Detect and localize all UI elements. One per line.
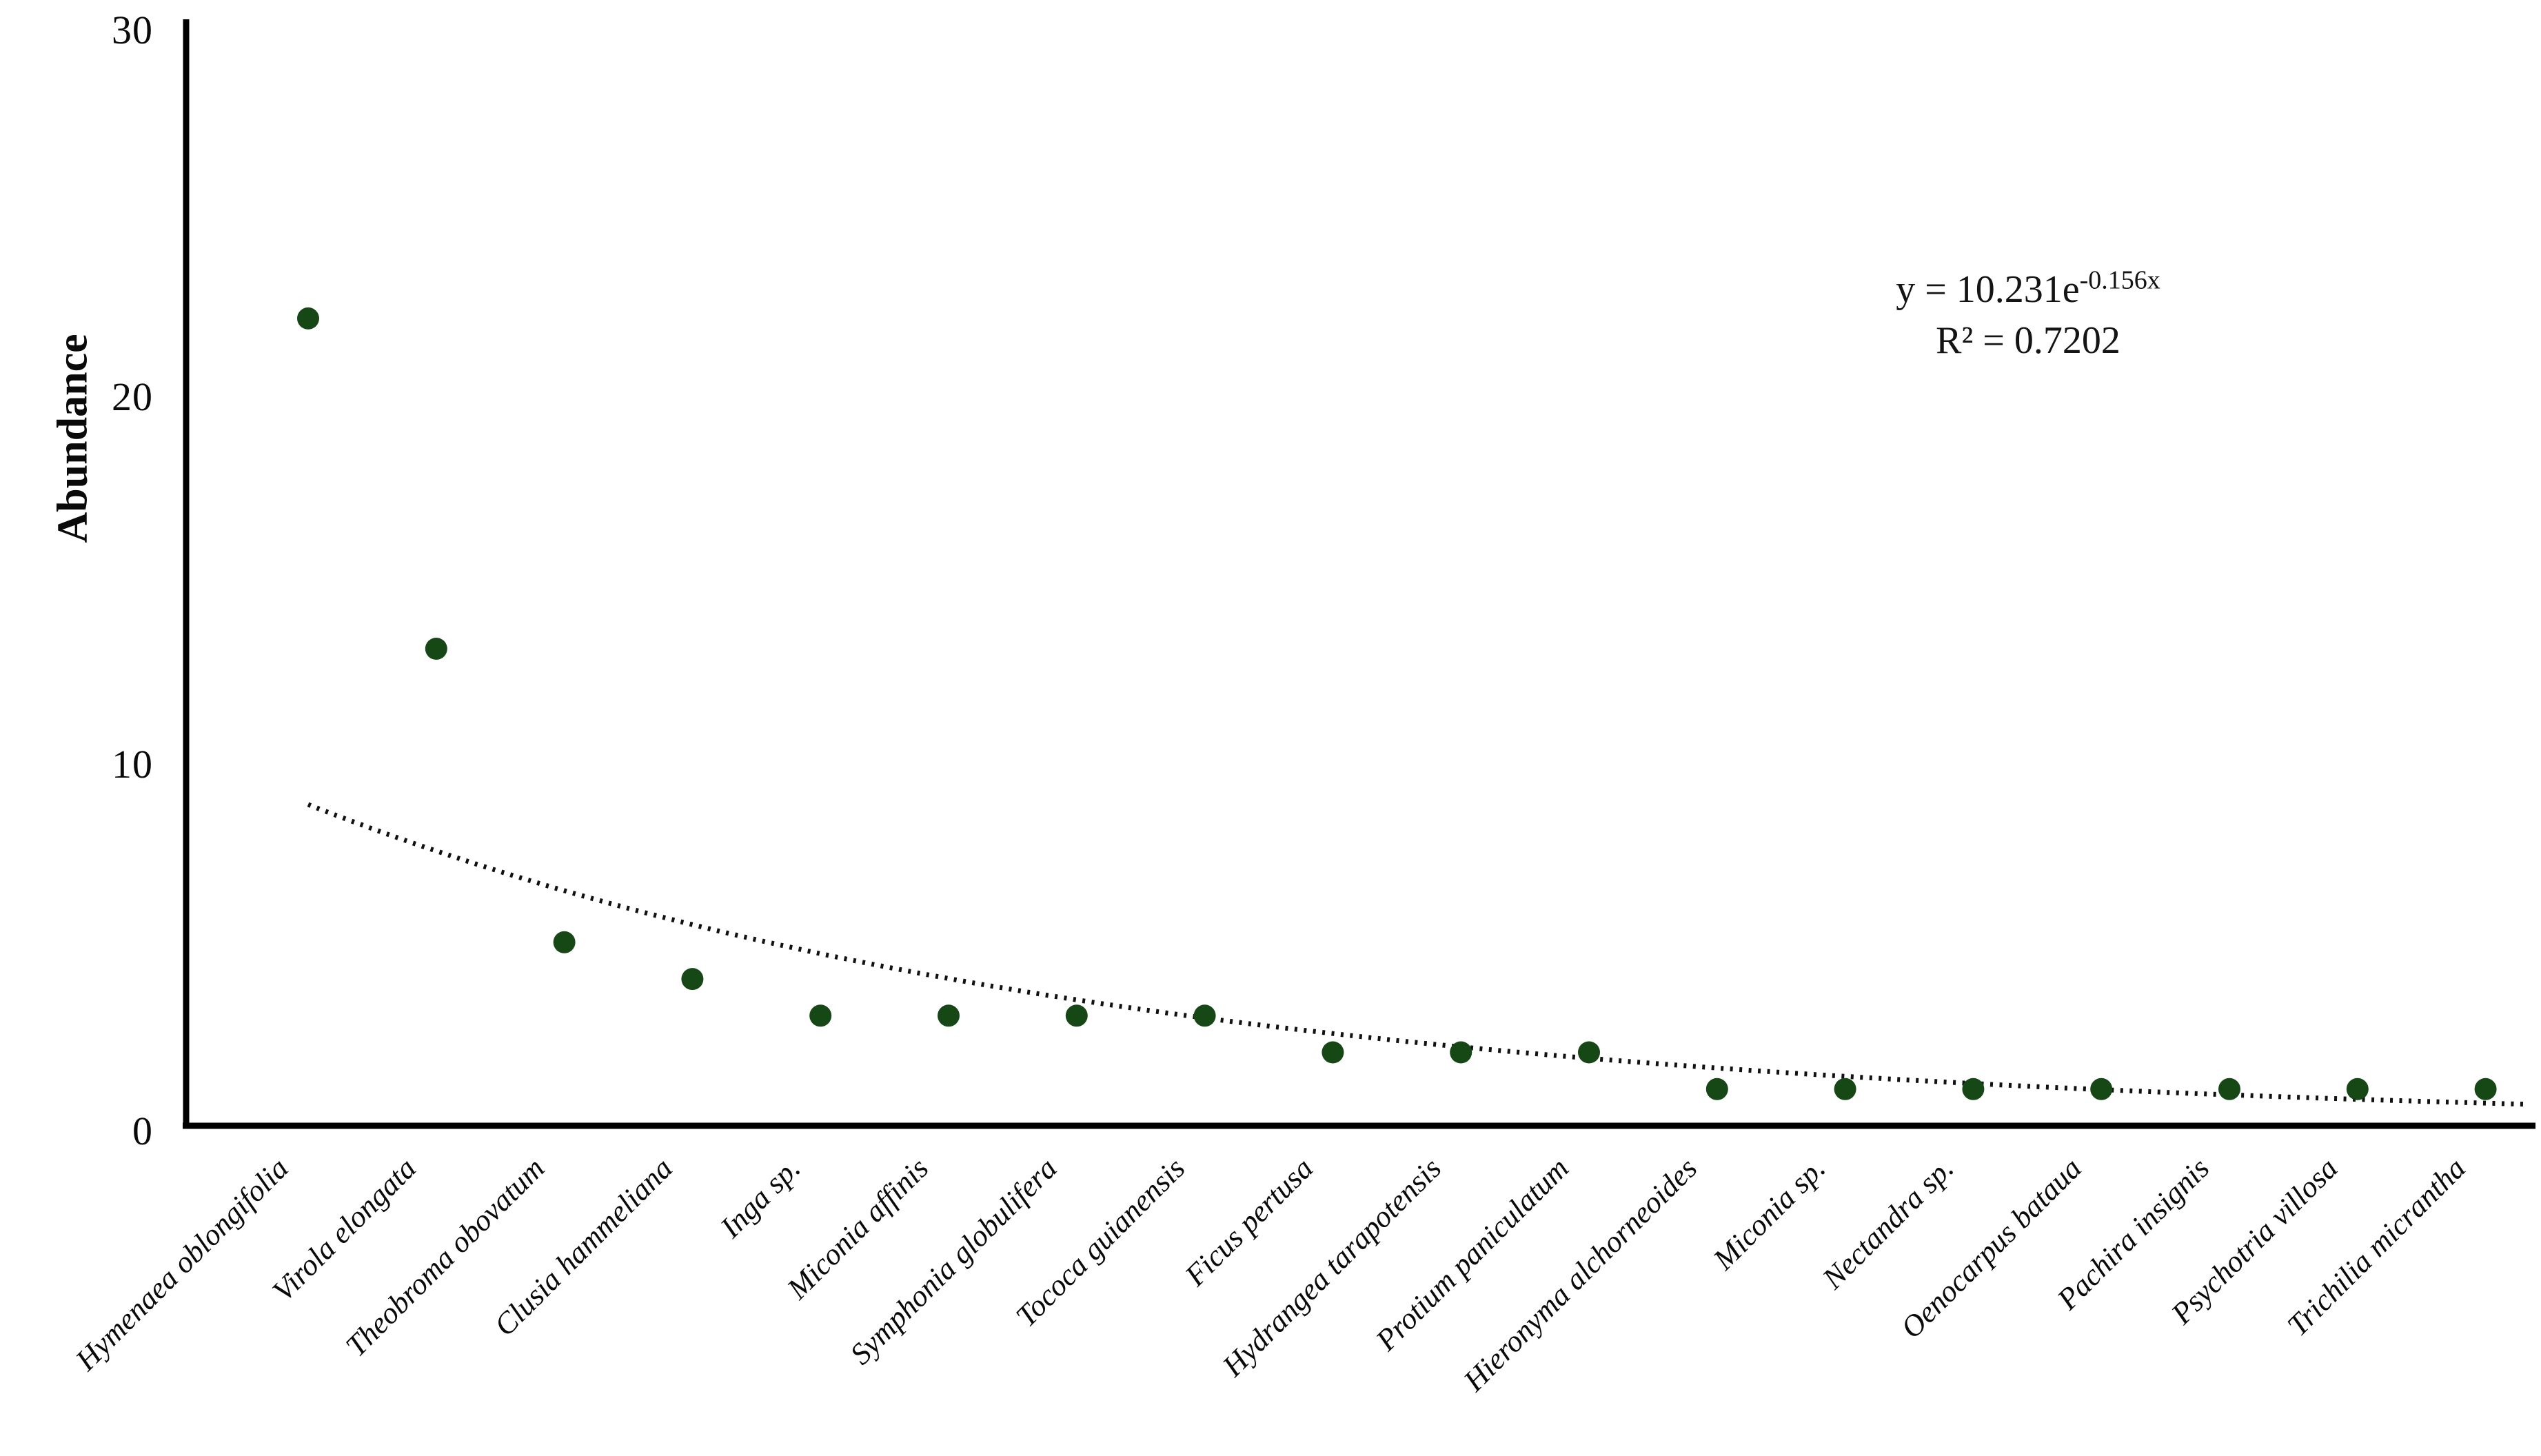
data-point (1834, 1078, 1856, 1100)
data-point (1193, 1004, 1216, 1027)
data-point (2090, 1078, 2113, 1100)
data-point (2218, 1078, 2240, 1100)
data-point (297, 307, 319, 330)
data-point (938, 1004, 960, 1027)
data-point (1705, 1078, 1728, 1100)
y-axis-title: Abundance (49, 334, 97, 543)
y-tick-label: 0 (132, 1109, 153, 1153)
data-point (1962, 1078, 1985, 1100)
trend-equation: y = 10.231e-0.156x (1896, 265, 2160, 316)
data-point (553, 931, 576, 953)
trend-equation-base: y = 10.231e (1896, 268, 2080, 312)
data-point (1322, 1041, 1344, 1064)
data-point (681, 968, 704, 991)
trendline-curve (307, 802, 2524, 1107)
data-point (809, 1004, 832, 1027)
trend-equation-exponent: -0.156x (2079, 265, 2160, 295)
y-tick-label: 30 (112, 8, 153, 52)
data-point (2346, 1078, 2369, 1100)
data-point (1578, 1041, 1600, 1064)
data-point (1450, 1041, 1472, 1064)
y-tick-label: 20 (112, 374, 153, 420)
trendline-annotation: y = 10.231e-0.156x R² = 0.7202 (1896, 265, 2160, 367)
r-squared-label: R² = 0.7202 (1936, 319, 2120, 362)
data-point (2474, 1078, 2497, 1100)
data-point (425, 638, 447, 660)
data-point (1065, 1004, 1088, 1027)
y-tick-label: 10 (112, 741, 153, 787)
